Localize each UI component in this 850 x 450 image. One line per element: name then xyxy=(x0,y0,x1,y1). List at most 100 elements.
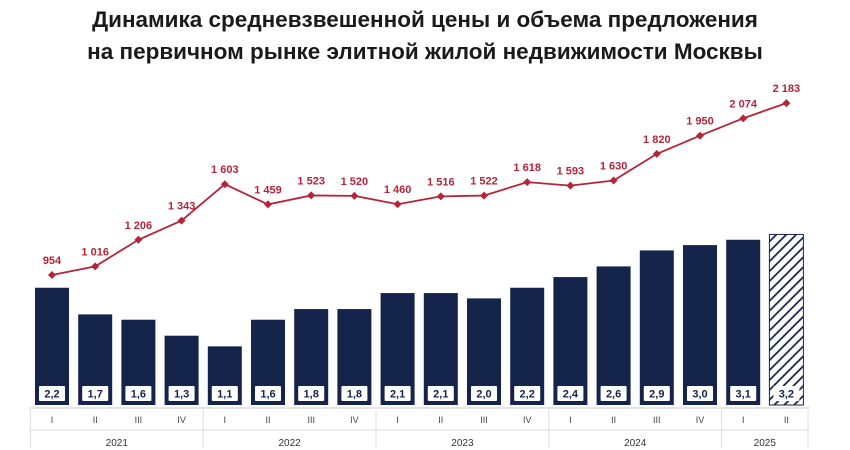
volume-label-box xyxy=(384,386,411,401)
volume-label-box xyxy=(773,386,800,401)
x-tick-label: II xyxy=(265,415,270,425)
price-line xyxy=(48,99,791,280)
volume-bar-forecast xyxy=(768,233,804,406)
price-value-label: 1 343 xyxy=(168,201,196,213)
year-label: 2024 xyxy=(624,438,647,449)
volume-value-label: 3,1 xyxy=(736,389,751,401)
volume-bar xyxy=(510,287,545,405)
volume-value-label: 1,1 xyxy=(217,389,232,401)
volume-value-label: 3,0 xyxy=(692,389,707,401)
price-value-label: 1 603 xyxy=(211,164,239,176)
volume-bar xyxy=(553,277,588,405)
volume-label-box xyxy=(557,386,584,401)
x-tick-label: III xyxy=(653,415,661,425)
price-point xyxy=(480,191,488,200)
volume-value-label: 1,6 xyxy=(131,389,146,401)
price-point xyxy=(91,262,100,271)
volume-label-box xyxy=(341,386,368,401)
volume-value-label: 2,2 xyxy=(520,389,535,401)
price-value-label: 1 618 xyxy=(513,162,541,174)
price-value-label: 1 593 xyxy=(557,166,585,178)
price-value-label: 1 950 xyxy=(686,116,714,128)
price-point xyxy=(350,191,359,200)
year-label: 2022 xyxy=(278,438,301,449)
chart-title-line-2: на первичном рынке элитной жилой недвижи… xyxy=(87,39,763,64)
volume-bar xyxy=(726,239,761,405)
x-tick-label: IV xyxy=(177,415,186,425)
volume-label-box xyxy=(39,386,65,401)
chart-title-line-1: Динамика средневзвешенной цены и объема … xyxy=(92,7,758,32)
x-tick-label: III xyxy=(135,415,143,425)
x-tick-label: I xyxy=(224,415,227,425)
price-value-label: 1 820 xyxy=(643,134,671,146)
volume-label-box xyxy=(427,386,454,401)
volume-label-box xyxy=(471,386,497,401)
volume-bar xyxy=(596,266,631,405)
price-value-label: 1 460 xyxy=(384,184,412,196)
volume-value-label: 3,2 xyxy=(779,389,794,401)
volume-value-label: 1,7 xyxy=(88,389,103,401)
volume-label-box xyxy=(255,386,281,401)
volume-label-box xyxy=(730,386,757,401)
x-tick-label: I xyxy=(396,415,399,425)
volume-value-label: 1,8 xyxy=(304,389,319,401)
price-point xyxy=(220,180,229,189)
price-point xyxy=(652,149,661,158)
price-point xyxy=(436,192,445,201)
volume-value-label: 1,6 xyxy=(260,389,275,401)
x-tick-label: II xyxy=(784,415,789,425)
price-value-label: 1 522 xyxy=(470,176,498,188)
volume-label-box xyxy=(125,386,152,401)
price-point xyxy=(48,271,56,280)
volume-value-label: 2,9 xyxy=(649,389,664,401)
price-point xyxy=(523,178,532,187)
year-label: 2021 xyxy=(106,438,129,449)
price-point xyxy=(782,99,791,108)
price-point xyxy=(609,176,618,185)
price-point xyxy=(696,131,704,140)
volume-value-label: 1,3 xyxy=(174,389,189,401)
price-value-label: 1 016 xyxy=(81,246,109,258)
volume-label-box xyxy=(643,386,670,401)
x-tick-label: I xyxy=(51,415,54,425)
volume-value-label: 2,6 xyxy=(606,389,621,401)
price-labels: 954 1 016 1 206 1 343 1 603 1 459 1 523 1 520 1 … xyxy=(43,83,800,267)
x-tick-label: II xyxy=(611,415,616,425)
price-line-path xyxy=(51,102,787,276)
volume-value-label: 2,0 xyxy=(476,389,491,401)
price-point xyxy=(739,114,748,123)
price-value-label: 1 523 xyxy=(297,175,325,187)
x-tick-label: II xyxy=(93,415,98,425)
price-value-label: 1 630 xyxy=(600,160,628,172)
volume-value-label: 2,4 xyxy=(563,389,579,401)
volume-label-box xyxy=(168,386,195,401)
x-tick-label: I xyxy=(569,415,572,425)
volume-label-box xyxy=(82,386,109,401)
volume-labels: 2,2 1,7 1,6 1,3 1,1 1,6 1,8 1,8 2,1 2,1 2,0 2,2 2,4 2… xyxy=(39,386,800,401)
volume-label-box xyxy=(600,386,627,401)
volume-bars xyxy=(35,233,804,406)
price-point xyxy=(177,216,186,225)
x-tick-label: IV xyxy=(523,415,532,425)
volume-label-box xyxy=(514,386,541,401)
price-value-label: 1 206 xyxy=(125,220,153,232)
price-point xyxy=(264,200,272,209)
x-tick-label: III xyxy=(480,415,488,425)
volume-bar xyxy=(35,287,69,405)
volume-label-box xyxy=(211,386,238,401)
volume-label-box xyxy=(298,386,325,401)
volume-bar xyxy=(639,250,674,405)
volume-value-label: 1,8 xyxy=(347,389,362,401)
x-tick-label: III xyxy=(307,415,315,425)
price-point xyxy=(134,235,143,244)
x-tick-label: II xyxy=(438,415,443,425)
price-value-label: 2 074 xyxy=(729,98,757,110)
price-value-label: 2 183 xyxy=(773,83,801,95)
volume-label-box xyxy=(687,386,713,401)
volume-bar xyxy=(683,245,717,405)
x-tick-label: IV xyxy=(350,415,359,425)
x-tick-label: I xyxy=(742,415,745,425)
year-label: 2025 xyxy=(754,438,777,449)
